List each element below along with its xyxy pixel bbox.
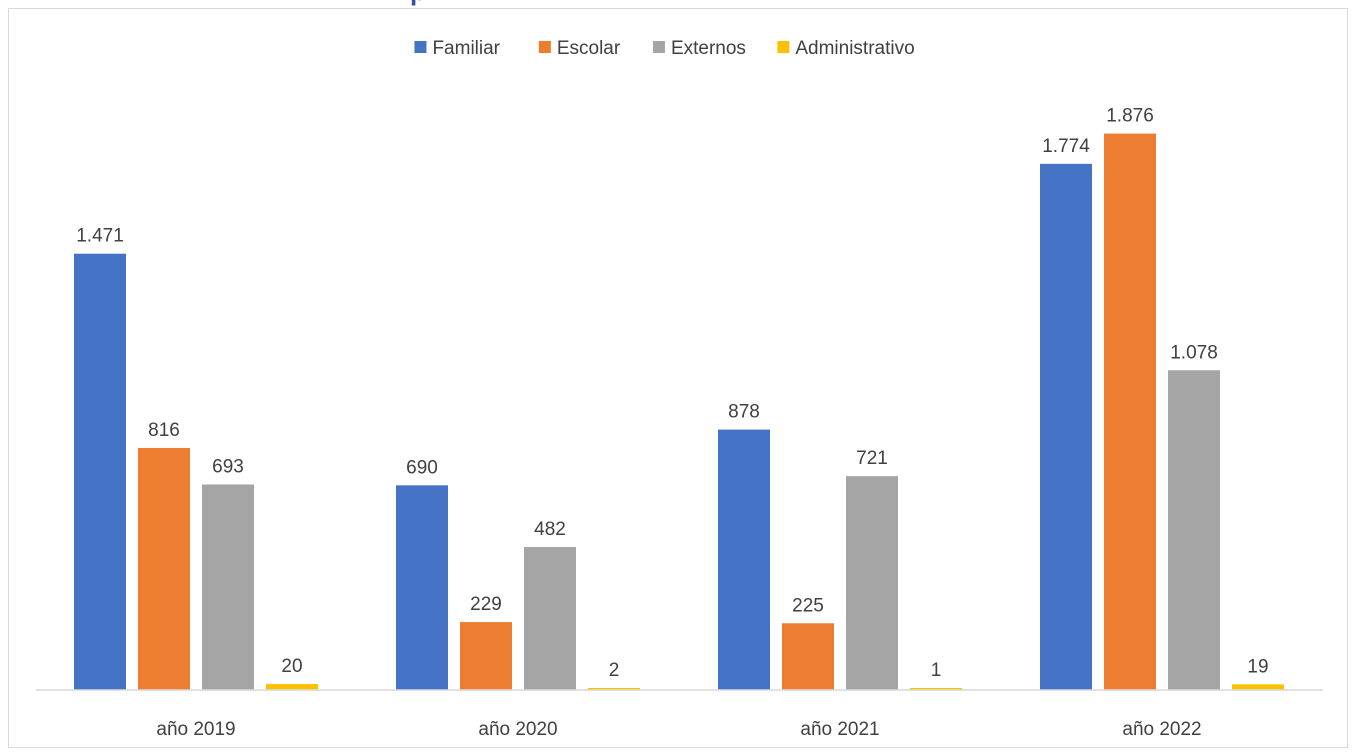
bar-administrativo-a-o-2019 — [266, 684, 318, 690]
data-label-escolar-a-o-2020: 229 — [470, 594, 502, 615]
data-label-administrativo-a-o-2020: 2 — [609, 660, 620, 681]
bars-group — [74, 133, 1284, 691]
chart-legend: Familiar Escolar Externos Administrativo — [414, 38, 915, 59]
data-label-familiar-a-o-2022: 1.774 — [1042, 136, 1090, 157]
legend-swatch-externos — [652, 41, 665, 53]
bar-externos-a-o-2019 — [202, 484, 254, 690]
legend-swatch-escolar — [538, 41, 551, 53]
chart-title-cut: p — [410, 0, 426, 6]
data-label-familiar-a-o-2021: 878 — [728, 402, 760, 423]
data-labels-group: 1.471 816 693 20 690 229 482 2 878 225 721 1 1.774 1.… — [76, 106, 1268, 681]
bar-escolar-a-o-2021 — [782, 623, 834, 690]
bar-administrativo-a-o-2022 — [1232, 684, 1284, 690]
x-tick-labels-group: año 2019 año 2020 año 2021 año 2022 — [156, 719, 1201, 740]
bar-escolar-a-o-2020 — [460, 622, 512, 690]
data-label-escolar-a-o-2022: 1.876 — [1106, 106, 1154, 127]
data-label-familiar-a-o-2020: 690 — [406, 457, 438, 478]
x-tick-label-a-o-2022: año 2022 — [1122, 719, 1201, 740]
bar-administrativo-a-o-2020 — [588, 688, 640, 690]
legend-label-familiar: Familiar — [432, 38, 500, 59]
data-label-escolar-a-o-2019: 816 — [148, 420, 180, 441]
legend-label-externos: Externos — [671, 38, 746, 59]
cut-title-strip: p — [410, 0, 830, 6]
data-label-externos-a-o-2019: 693 — [212, 456, 244, 477]
data-label-externos-a-o-2021: 721 — [856, 448, 888, 469]
bar-familiar-a-o-2020 — [396, 485, 448, 690]
data-label-administrativo-a-o-2022: 19 — [1247, 656, 1268, 677]
bar-escolar-a-o-2019 — [138, 447, 190, 690]
legend-label-administrativo: Administrativo — [795, 38, 914, 59]
bar-escolar-a-o-2022 — [1104, 133, 1156, 691]
legend-swatch-familiar — [414, 41, 427, 53]
bar-familiar-a-o-2021 — [718, 429, 770, 690]
data-label-administrativo-a-o-2019: 20 — [281, 656, 302, 677]
x-tick-label-a-o-2019: año 2019 — [156, 719, 235, 740]
data-label-externos-a-o-2020: 482 — [534, 519, 566, 540]
data-label-administrativo-a-o-2021: 1 — [931, 660, 942, 681]
bar-administrativo-a-o-2021 — [910, 688, 962, 690]
bar-externos-a-o-2020 — [524, 547, 576, 690]
legend-label-escolar: Escolar — [557, 38, 621, 59]
x-tick-label-a-o-2021: año 2021 — [800, 719, 879, 740]
bar-familiar-a-o-2022 — [1040, 163, 1092, 690]
bar-familiar-a-o-2019 — [74, 253, 126, 690]
data-label-externos-a-o-2022: 1.078 — [1170, 342, 1218, 363]
data-label-escolar-a-o-2021: 225 — [792, 595, 824, 616]
data-label-familiar-a-o-2019: 1.471 — [76, 226, 124, 247]
legend-swatch-administrativo — [777, 41, 790, 53]
bar-externos-a-o-2022 — [1168, 370, 1220, 690]
bar-externos-a-o-2021 — [846, 476, 898, 690]
x-tick-label-a-o-2020: año 2020 — [478, 719, 557, 740]
